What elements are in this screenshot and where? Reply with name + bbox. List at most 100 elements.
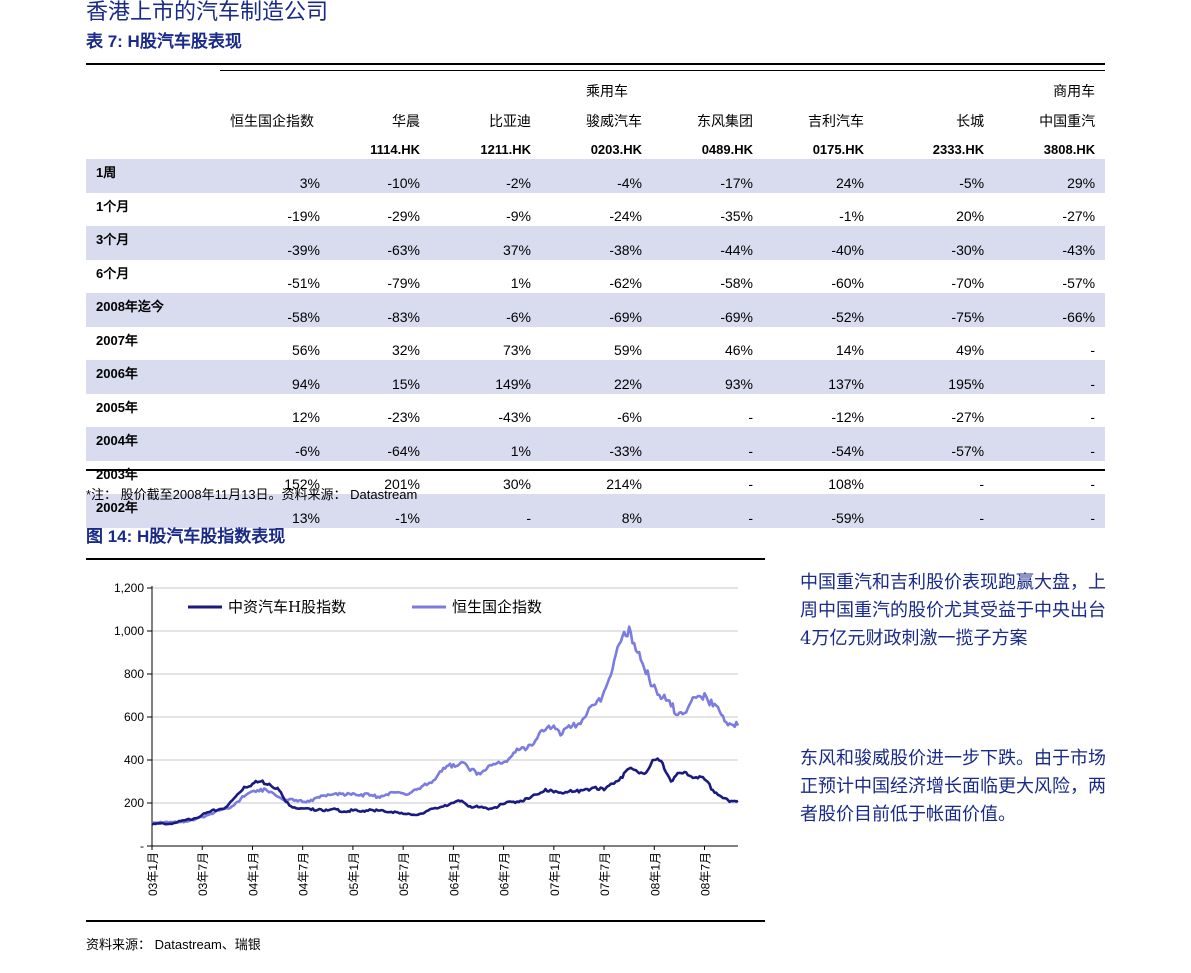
- column-header-name: 骏威汽车: [586, 113, 642, 129]
- legend-label: 中资汽车H股指数: [228, 598, 346, 616]
- table-cell: -43%: [498, 409, 531, 425]
- table-cell: 30%: [502, 476, 531, 492]
- table-cell: -: [652, 427, 763, 461]
- table-row: 1周 3% -10% -2% -4% -17% 24% -5% 29%: [86, 159, 1106, 193]
- document-title: 香港上市的汽车制造公司: [86, 0, 329, 25]
- table-cell: -39%: [220, 226, 330, 260]
- table-cell: -57%: [874, 427, 995, 461]
- table-cell: -60%: [831, 275, 864, 291]
- table-cell: -66%: [994, 293, 1106, 327]
- legend-label: 恒生国企指数: [452, 598, 542, 616]
- row-label: 2005年: [96, 399, 138, 415]
- table-cell: -19%: [287, 208, 320, 224]
- table-cell: -29%: [387, 208, 420, 224]
- column-header-code: 0489.HK: [701, 142, 753, 157]
- chart-gridlines: [152, 587, 738, 804]
- table-cell: -6%: [220, 427, 330, 461]
- y-tick-label: 200: [124, 796, 144, 810]
- table-cell: 37%: [430, 226, 541, 260]
- table-cell: 14%: [835, 342, 864, 358]
- table-cell: -69%: [652, 293, 763, 327]
- column-header-code: 3808.HK: [1043, 142, 1096, 157]
- table-cell: -27%: [1062, 208, 1096, 224]
- x-tick-label: 03年1月: [146, 852, 160, 896]
- y-tick-label: 600: [124, 710, 144, 724]
- table-cell: -: [1090, 476, 1096, 492]
- table-cell: -24%: [609, 208, 642, 224]
- table-cell: -27%: [951, 409, 985, 425]
- column-header-name: 恒生国企指数: [230, 113, 314, 129]
- table-cell: -63%: [330, 226, 430, 260]
- row-label: 3个月: [86, 226, 220, 260]
- table-caption: 表 7: H股汽车股表现: [86, 32, 242, 51]
- chart-bottom-rule: [86, 920, 765, 922]
- x-tick-label: 07年1月: [548, 852, 562, 896]
- row-label: 2007年: [96, 332, 138, 348]
- table-body: 1周 3% -10% -2% -4% -17% 24% -5% 29% 1个月 -19% -29% -9…: [86, 159, 1106, 528]
- table-cell: -17%: [652, 159, 763, 193]
- column-header-code: 2333.HK: [932, 142, 985, 157]
- table-row: 2008年迄今 -58% -83% -6% -69% -69% -52% -75% -66%: [86, 293, 1106, 327]
- x-tick-label: 07年7月: [598, 852, 612, 896]
- ticker-code-row: 1114.HK 1211.HK 0203.HK 0489.HK 0175.HK 2333.…: [86, 131, 1105, 159]
- table-cell: 15%: [330, 360, 430, 394]
- table-cell: -64%: [330, 427, 430, 461]
- x-tick-label: 03年7月: [196, 852, 210, 896]
- chart-top-rule: [86, 558, 765, 560]
- y-tick-label: 1,000: [114, 624, 144, 638]
- y-tick-label: 800: [124, 667, 144, 681]
- table-cell: -23%: [387, 409, 420, 425]
- table-cell: -38%: [541, 226, 652, 260]
- row-label: 2002年: [86, 494, 220, 528]
- table-row: 2005年 12% -23% -43% -6% - -12% -27% -: [86, 394, 1105, 428]
- table-cell: -6%: [430, 293, 541, 327]
- x-tick-label: 04年1月: [246, 852, 260, 896]
- table-cell: 137%: [763, 360, 874, 394]
- table-cell: -30%: [874, 226, 995, 260]
- table-cell: 29%: [994, 159, 1106, 193]
- x-tick-label: 05年1月: [347, 852, 361, 896]
- table-cell: -58%: [720, 275, 753, 291]
- column-header-code: 1114.HK: [370, 142, 420, 157]
- column-header-name: 吉利汽车: [808, 113, 864, 129]
- table-cell: -35%: [720, 208, 753, 224]
- h-share-auto-index-chart: - 200 400 600 800 1,000 1,200 03年1月 03年7月 04年1月 04…: [114, 581, 740, 896]
- table-cell: -1%: [330, 494, 430, 528]
- y-tick-label: 400: [124, 753, 144, 767]
- table-bottom-rule: [86, 469, 1105, 471]
- x-tick-label: 06年7月: [498, 852, 512, 896]
- table-cell: -58%: [220, 293, 330, 327]
- table-cell: -: [430, 494, 541, 528]
- table-cell: -2%: [430, 159, 541, 193]
- table-cell: -44%: [652, 226, 763, 260]
- group-header-passenger: 乘用车: [220, 70, 995, 101]
- table-cell: -: [994, 494, 1106, 528]
- table-cell: -: [994, 360, 1106, 394]
- table-row: 2004年 -6% -64% 1% -33% - -54% -57% -: [86, 427, 1106, 461]
- table-cell: 149%: [430, 360, 541, 394]
- y-tick-label: -: [140, 839, 144, 853]
- row-label: 1周: [86, 159, 220, 193]
- table-row: 6个月 -51% -79% 1% -62% -58% -60% -70% -57%: [86, 260, 1105, 294]
- table-cell: 49%: [956, 342, 985, 358]
- table-cell: 46%: [724, 342, 753, 358]
- table-cell: -: [748, 476, 753, 492]
- commentary-paragraph-2: 东风和骏威股价进一步下跌。由于市场正预计中国经济增长面临更大风险，两者股价目前低…: [800, 748, 1106, 825]
- table-cell: 8%: [541, 494, 652, 528]
- table-row: 2002年 13% -1% -8% - -59% - -: [86, 494, 1106, 528]
- y-tick-label: 1,200: [114, 581, 144, 595]
- table-top-rule: [86, 63, 1105, 65]
- table-cell: 13%: [220, 494, 330, 528]
- column-header-code: [220, 131, 330, 159]
- table-cell: -1%: [839, 208, 864, 224]
- table-cell: -70%: [951, 275, 985, 291]
- table-cell: 56%: [291, 342, 320, 358]
- table-cell: -33%: [541, 427, 652, 461]
- table-cell: 214%: [606, 476, 642, 492]
- series-line-0: [151, 757, 739, 826]
- chart-source: 资料来源： Datastream、瑞银: [86, 937, 261, 952]
- group-header-commercial: 商用车: [994, 70, 1106, 101]
- table-cell: 1%: [430, 427, 541, 461]
- table-cell: -10%: [330, 159, 430, 193]
- table-cell: 94%: [220, 360, 330, 394]
